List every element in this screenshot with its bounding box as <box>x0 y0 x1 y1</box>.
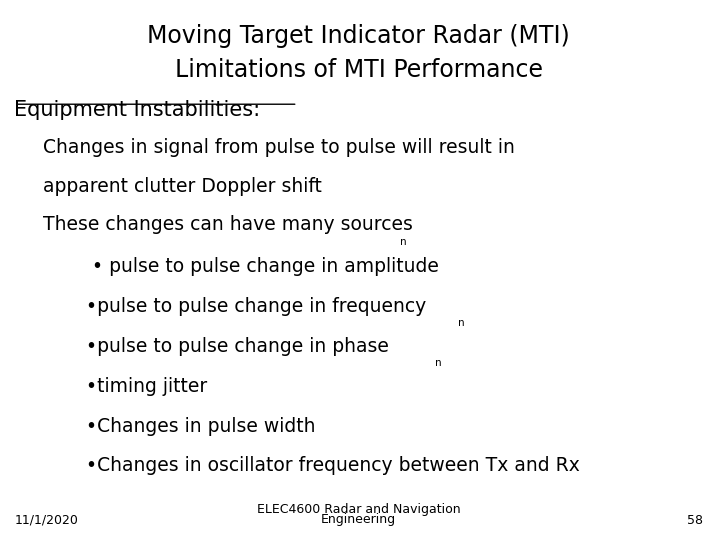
Text: Changes in signal from pulse to pulse will result in: Changes in signal from pulse to pulse wi… <box>43 138 515 157</box>
Text: Engineering: Engineering <box>321 514 396 526</box>
Text: 58: 58 <box>687 514 703 526</box>
Text: Moving Target Indicator Radar (MTI): Moving Target Indicator Radar (MTI) <box>147 24 570 48</box>
Text: apparent clutter Doppler shift: apparent clutter Doppler shift <box>43 177 322 195</box>
Text: n: n <box>457 318 464 328</box>
Text: •pulse to pulse change in frequency: •pulse to pulse change in frequency <box>86 297 426 316</box>
Text: n: n <box>400 237 407 247</box>
Text: ELEC4600 Radar and Navigation: ELEC4600 Radar and Navigation <box>257 503 460 516</box>
Text: •timing jitter: •timing jitter <box>86 377 207 396</box>
Text: n: n <box>435 358 441 368</box>
Text: •Changes in oscillator frequency between Tx and Rx: •Changes in oscillator frequency between… <box>86 456 580 475</box>
Text: •pulse to pulse change in phase: •pulse to pulse change in phase <box>86 338 389 356</box>
Text: •Changes in pulse width: •Changes in pulse width <box>86 417 315 436</box>
Text: Equipment Instabilities:: Equipment Instabilities: <box>14 100 261 120</box>
Text: 11/1/2020: 11/1/2020 <box>14 514 78 526</box>
Text: • pulse to pulse change in amplitude: • pulse to pulse change in amplitude <box>86 256 439 275</box>
Text: Limitations of MTI Performance: Limitations of MTI Performance <box>174 58 543 82</box>
Text: These changes can have many sources: These changes can have many sources <box>43 215 413 234</box>
